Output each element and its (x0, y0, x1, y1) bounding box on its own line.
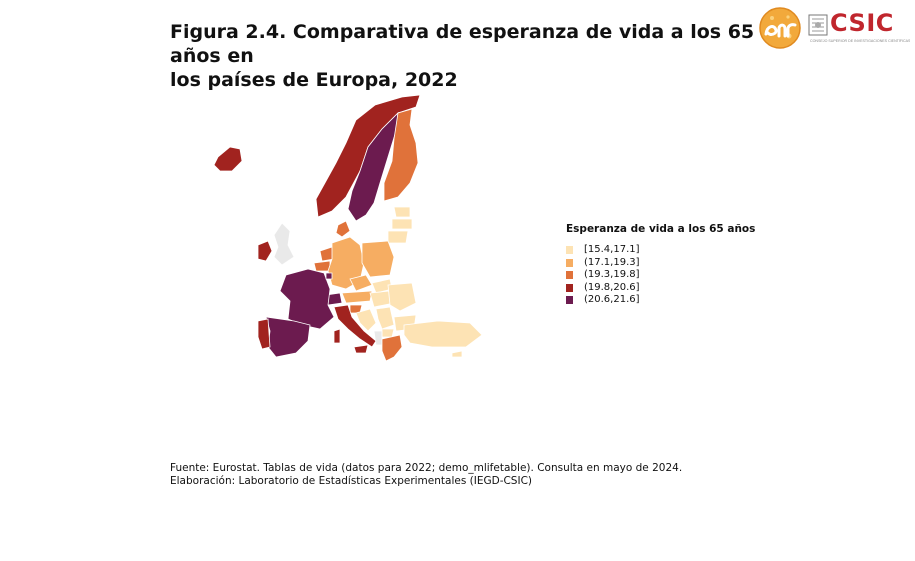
legend-label: (19.8,20.6] (584, 281, 640, 293)
legend-label: (17.1,19.3] (584, 256, 640, 268)
country-czechia (349, 274, 373, 292)
country-austria (341, 290, 373, 304)
country-romania (387, 282, 417, 312)
country-lithuania (387, 230, 409, 244)
csic-emblem-icon (808, 14, 828, 36)
country-north-macedonia (381, 328, 395, 338)
country-estonia (393, 206, 411, 218)
country-poland (361, 240, 395, 278)
country-ireland (257, 240, 273, 262)
country-sicily (353, 344, 369, 354)
country-croatia (355, 308, 377, 332)
country-latvia (391, 218, 413, 230)
enr-logo: enr (759, 7, 801, 49)
legend-swatch (566, 258, 573, 267)
figure-title-line-1: Figura 2.4. Comparativa de esperanza de … (170, 21, 755, 67)
figure-title: Figura 2.4. Comparativa de esperanza de … (170, 20, 770, 92)
country-cyprus (451, 350, 463, 358)
source-note: Fuente: Eurostat. Tablas de vida (datos … (170, 462, 683, 474)
country-finland (383, 108, 419, 202)
legend-item: (19.3,19.8] (566, 269, 755, 282)
legend-label: [15.4,17.1] (584, 244, 640, 256)
legend-item: (20.6,21.6] (566, 294, 755, 307)
country-greece (381, 334, 403, 362)
legend-label: (20.6,21.6] (584, 294, 640, 306)
legend-item: (17.1,19.3] (566, 257, 755, 270)
country-uk (273, 222, 295, 266)
country-denmark (335, 220, 351, 238)
legend-swatch (566, 246, 573, 255)
country-belgium (313, 260, 331, 272)
legend-swatch (566, 283, 573, 292)
country-sardinia (333, 328, 341, 344)
figure-footer: Fuente: Eurostat. Tablas de vida (datos … (170, 462, 682, 488)
legend-title: Esperanza de vida a los 65 años (566, 223, 756, 235)
legend-item: [15.4,17.1] (566, 244, 755, 257)
legend-items: [15.4,17.1] (17.1,19.3] (19.3,19.8] (19.8,2… (566, 244, 755, 307)
country-turkey (403, 320, 483, 348)
map-legend: Esperanza de vida a los 65 años [15.4,17… (566, 222, 755, 307)
logos: enr CSIC CONSEJO SUPERIOR DE INVESTIGACI… (758, 6, 910, 50)
europe-choropleth-map (213, 94, 483, 362)
figure-title-line-2: los países de Europa, 2022 (170, 69, 458, 91)
country-portugal (257, 318, 271, 350)
csic-logo-text: CSIC (830, 9, 894, 37)
country-france (279, 268, 335, 330)
country-iceland (213, 146, 243, 172)
csic-logo-subtitle: CONSEJO SUPERIOR DE INVESTIGACIONES CIEN… (810, 39, 910, 43)
country-italy (333, 304, 377, 348)
country-spain (265, 316, 311, 358)
legend-label: (19.3,19.8] (584, 269, 640, 281)
legend-swatch (566, 296, 573, 305)
country-luxembourg (325, 272, 333, 280)
legend-item: (19.8,20.6] (566, 282, 755, 295)
credit-note: Elaboración: Laboratorio de Estadísticas… (170, 475, 532, 487)
country-serbia (375, 306, 395, 330)
legend-swatch (566, 271, 573, 280)
